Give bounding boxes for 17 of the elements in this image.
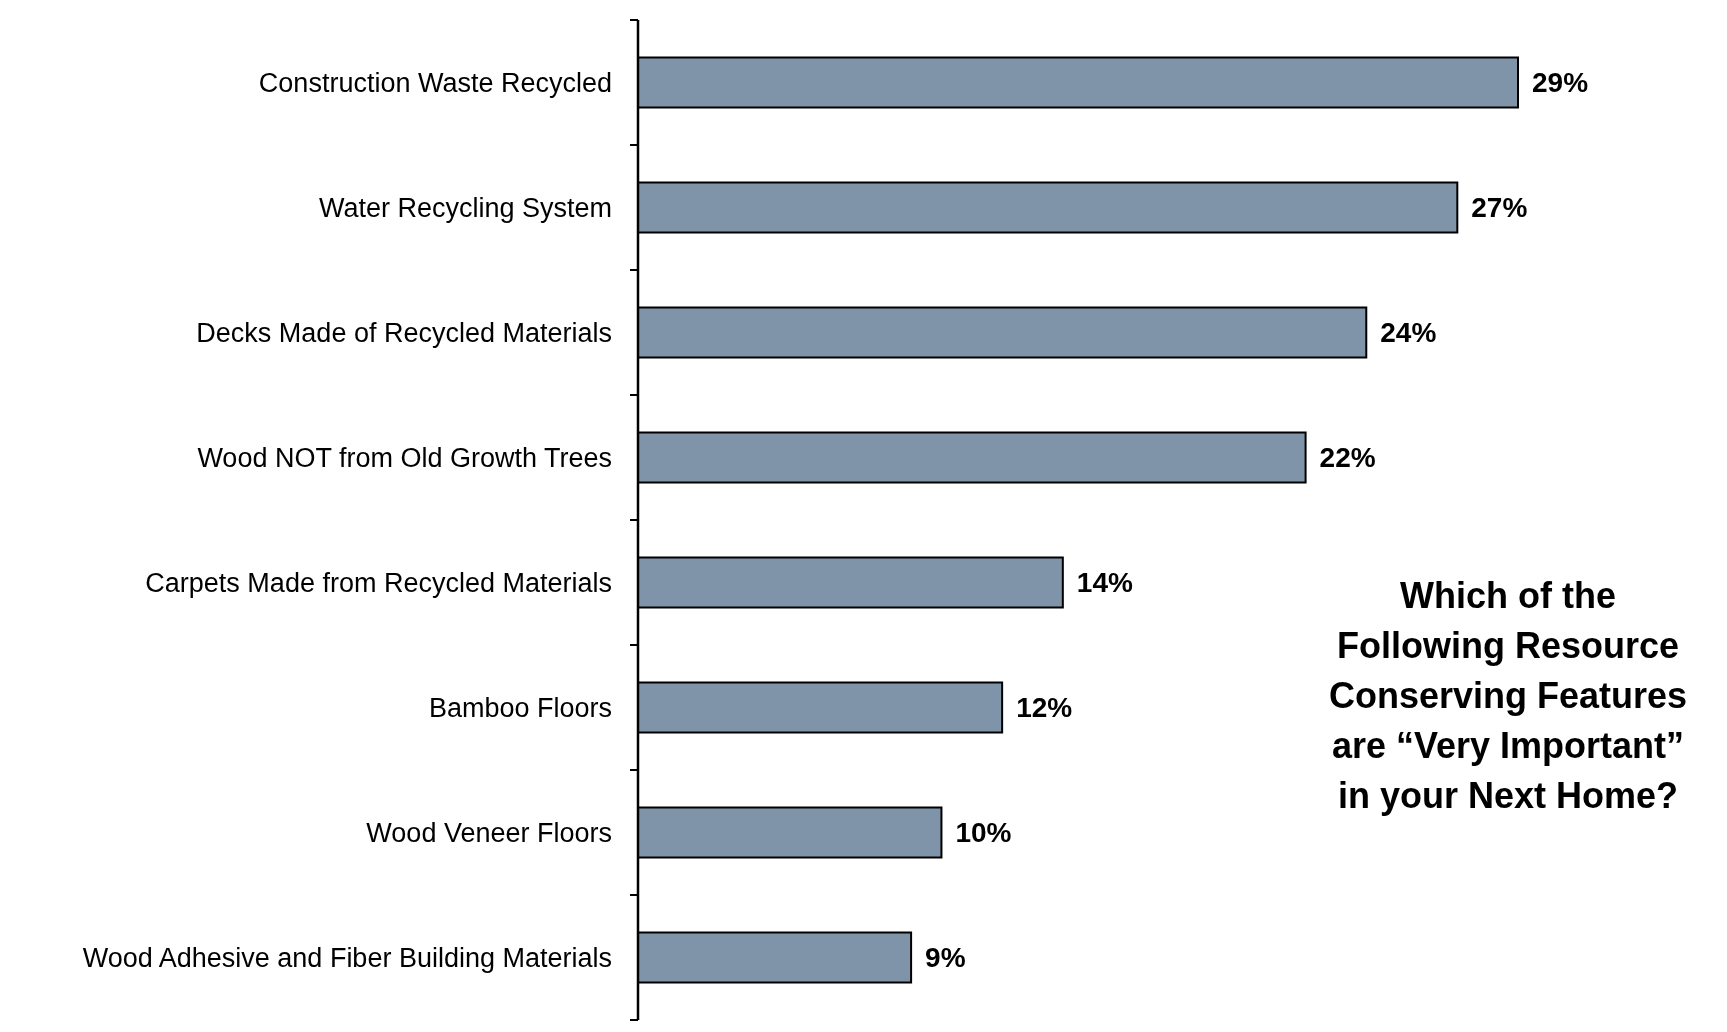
data-label: 10% xyxy=(955,817,1012,849)
y-tick-label: Decks Made of Recycled Materials xyxy=(196,317,612,348)
y-tick-label: Wood Veneer Floors xyxy=(366,817,612,848)
y-tick-label: Bamboo Floors xyxy=(428,692,612,723)
data-label: 14% xyxy=(1076,567,1133,599)
data-label: 9% xyxy=(925,942,966,974)
y-tick-label: Construction Waste Recycled xyxy=(258,67,612,98)
y-tick-label: Carpets Made from Recycled Materials xyxy=(145,567,612,598)
text: Which of the Following Resource Conserving Features are “Very Important” in your Next Home? xyxy=(1328,575,1688,816)
data-label: 22% xyxy=(1319,442,1376,474)
data-label: 27% xyxy=(1471,192,1528,224)
data-label: 29% xyxy=(1532,67,1589,99)
data-label: 12% xyxy=(1016,692,1073,724)
y-tick-label: Wood NOT from Old Growth Trees xyxy=(197,442,612,473)
data-label: 24% xyxy=(1380,317,1437,349)
y-tick-label: Water Recycling System xyxy=(318,192,612,223)
y-tick-label: Wood Adhesive and Fiber Building Materials xyxy=(82,942,612,973)
